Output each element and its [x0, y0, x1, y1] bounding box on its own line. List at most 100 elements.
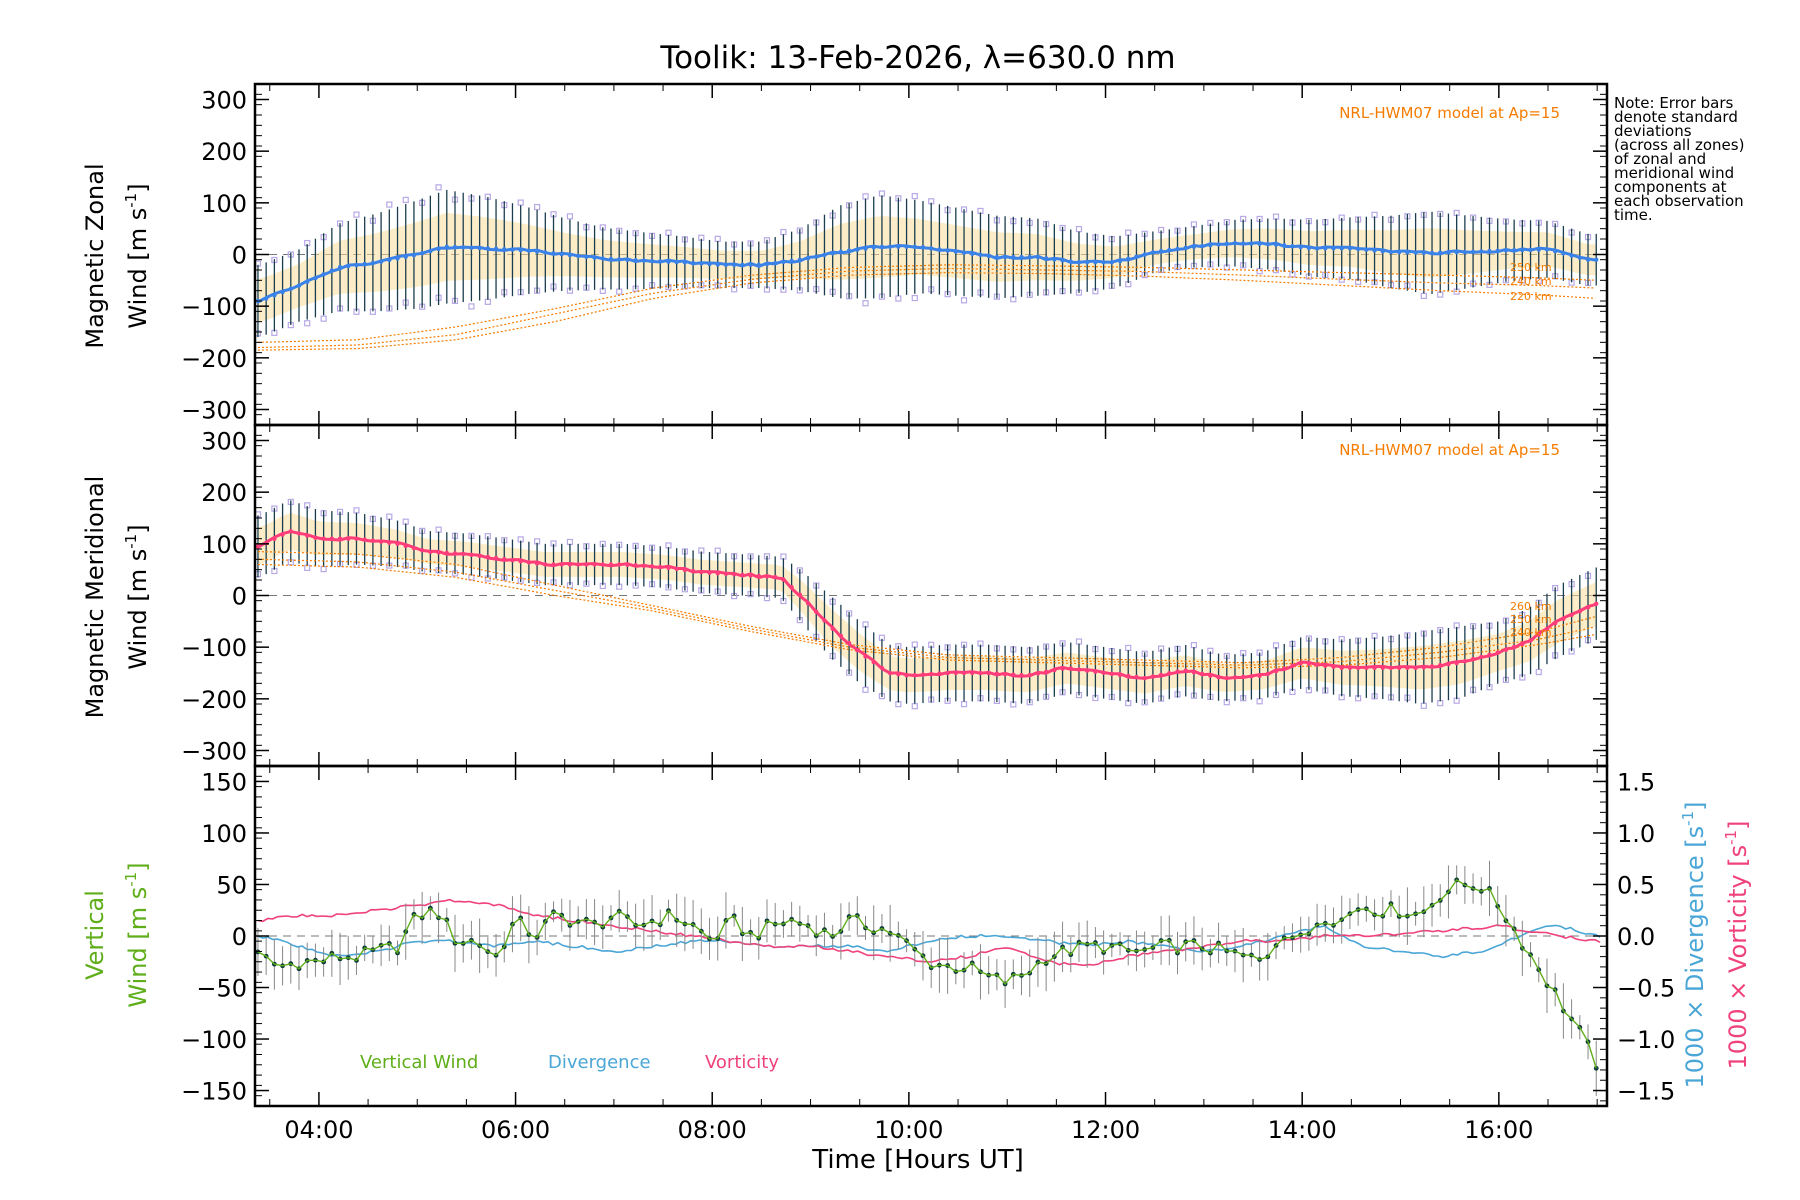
zonal-model-alt-250: 250 km [1510, 261, 1552, 274]
wind-point [863, 654, 868, 659]
wind-point [1577, 609, 1583, 614]
wind-point [436, 550, 441, 555]
wind-point [1454, 660, 1459, 666]
wind-point [1199, 671, 1205, 677]
wind-point [288, 529, 293, 534]
zone-point [566, 213, 574, 220]
model-line [257, 271, 1596, 351]
wind-point [1150, 674, 1156, 679]
wind-point [411, 545, 417, 551]
wind-point [1569, 612, 1574, 618]
zone-point [353, 507, 360, 514]
wind-point [1265, 241, 1271, 247]
note-line: deviations [1614, 122, 1692, 140]
meridional-ylabel-line1: Magnetic Meridional [81, 476, 109, 719]
zone-point [1125, 229, 1132, 236]
wind-point [1552, 620, 1558, 626]
wind-point [1027, 672, 1032, 678]
y-tick-label: 300 [201, 428, 247, 456]
wind-point [953, 670, 959, 676]
wind-point [1084, 260, 1090, 265]
wind-point [543, 562, 548, 567]
wind-point [715, 571, 720, 576]
wind-point [928, 671, 934, 677]
x-tick-label: 10:00 [874, 1116, 943, 1144]
wind-point [1569, 253, 1574, 258]
zone-point [714, 235, 721, 242]
y2-tick-label: 1.0 [1617, 820, 1655, 848]
wind-point [551, 562, 556, 567]
wind-point [534, 249, 540, 254]
wind-point [871, 245, 876, 250]
wind-point [797, 592, 803, 597]
zone-point [911, 294, 918, 302]
wind-point [707, 570, 712, 575]
wind-point [797, 257, 803, 262]
wind-point [477, 245, 482, 251]
wind-point [1388, 249, 1394, 255]
wind-point [428, 248, 433, 254]
note-line: time. [1614, 206, 1653, 224]
wind-point [452, 551, 458, 556]
wind-point [1076, 667, 1082, 672]
wind-point [1536, 247, 1541, 252]
wind-point [1429, 664, 1435, 669]
wind-point [978, 252, 983, 258]
wind-point [387, 257, 392, 263]
wind-point [887, 670, 893, 676]
zone-point [862, 300, 869, 307]
y-tick-label: −100 [181, 634, 247, 662]
wind-point [1511, 644, 1517, 650]
wind-point [928, 246, 934, 251]
wind-point [690, 568, 696, 574]
wind-point [1273, 669, 1279, 674]
wind-point [305, 533, 310, 538]
wind-point [1249, 241, 1254, 246]
wind-point [502, 556, 507, 562]
wind-point [1183, 245, 1188, 251]
wind-point [1167, 671, 1172, 676]
wind-point [690, 260, 696, 266]
wind-point [1068, 259, 1073, 264]
wind-point [707, 261, 712, 267]
wind-point [1240, 674, 1246, 680]
wind-point [362, 537, 367, 542]
wind-point [887, 244, 893, 249]
wind-point [543, 250, 548, 255]
error-bar-note: Note: Error bars denote standard deviati… [1614, 96, 1794, 224]
model-line [257, 551, 1596, 664]
zone-point [960, 297, 968, 304]
chart-title: Toolik: 13-Feb-2026, λ=630.0 nm [659, 40, 1175, 76]
wind-point [493, 555, 499, 561]
wind-point [370, 260, 376, 266]
wind-point [255, 544, 261, 549]
zonal-ylabel-line1: Magnetic Zonal [81, 163, 109, 348]
y-tick-label: 100 [201, 531, 247, 559]
wind-point [354, 262, 359, 268]
zone-point [878, 190, 886, 197]
wind-point [1552, 249, 1558, 254]
wind-point [272, 536, 277, 542]
zone-point [435, 184, 442, 191]
wind-point [1232, 240, 1238, 246]
note-line: denote standard [1614, 108, 1738, 126]
wind-point [1323, 246, 1328, 251]
wind-point [395, 541, 400, 547]
y-tick-label: −100 [181, 293, 247, 321]
zonal-model-alt-240: 240 km [1510, 275, 1552, 288]
y-tick-label: −300 [181, 738, 247, 766]
zone-point [1420, 292, 1427, 299]
wind-point [1364, 665, 1369, 671]
wind-point [830, 626, 835, 631]
wind-point [633, 563, 638, 568]
vertical-wind-panel: 1.5 1.0 0.5 0.0 −0.5 −1.0 −1.5 150 100 50 0 −50 −100… [181, 764, 1675, 1144]
wind-point [1002, 671, 1008, 677]
wind-point [879, 244, 885, 249]
model-line [257, 264, 1596, 343]
y-tick-label: −200 [181, 686, 247, 714]
wind-point [838, 633, 844, 639]
y-tick-label: 200 [201, 479, 247, 507]
wind-point [674, 259, 679, 265]
wind-point [444, 244, 449, 249]
wind-point [855, 247, 860, 252]
